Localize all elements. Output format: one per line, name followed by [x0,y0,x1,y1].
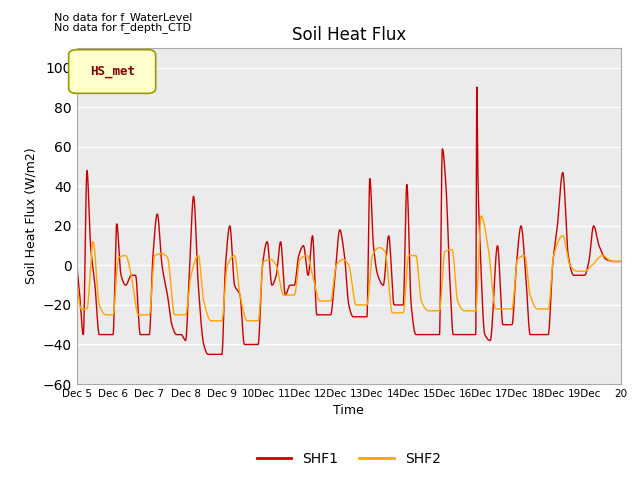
Line: SHF1: SHF1 [77,87,621,354]
SHF2 [548,270,556,276]
SHF2 [617,259,625,264]
SHF2 [167,285,175,290]
SHF2 [135,312,143,318]
Title: Soil Heat Flux: Soil Heat Flux [292,25,406,44]
SHF1 [167,319,175,324]
Y-axis label: Soil Heat Flux (W/m2): Soil Heat Flux (W/m2) [24,148,37,284]
SHF2 [73,278,81,284]
SHF1 [282,292,289,298]
FancyBboxPatch shape [68,49,156,93]
SHF1 [617,259,625,264]
SHF1 [473,84,481,90]
SHF1 [73,263,81,268]
SHF1 [135,319,143,324]
SHF2 [607,258,614,264]
SHF1 [607,258,614,264]
SHF2 [207,318,215,324]
Text: HS_met: HS_met [90,65,134,78]
SHF1 [548,274,556,279]
SHF1 [305,267,313,273]
X-axis label: Time: Time [333,405,364,418]
Legend: SHF1, SHF2: SHF1, SHF2 [251,446,447,471]
SHF2 [477,213,485,219]
SHF2 [282,292,289,298]
SHF2 [305,257,313,263]
Line: SHF2: SHF2 [77,216,621,321]
SHF1 [204,351,212,357]
Text: No data for f_depth_CTD: No data for f_depth_CTD [54,22,191,33]
Text: No data for f_WaterLevel: No data for f_WaterLevel [54,12,193,23]
